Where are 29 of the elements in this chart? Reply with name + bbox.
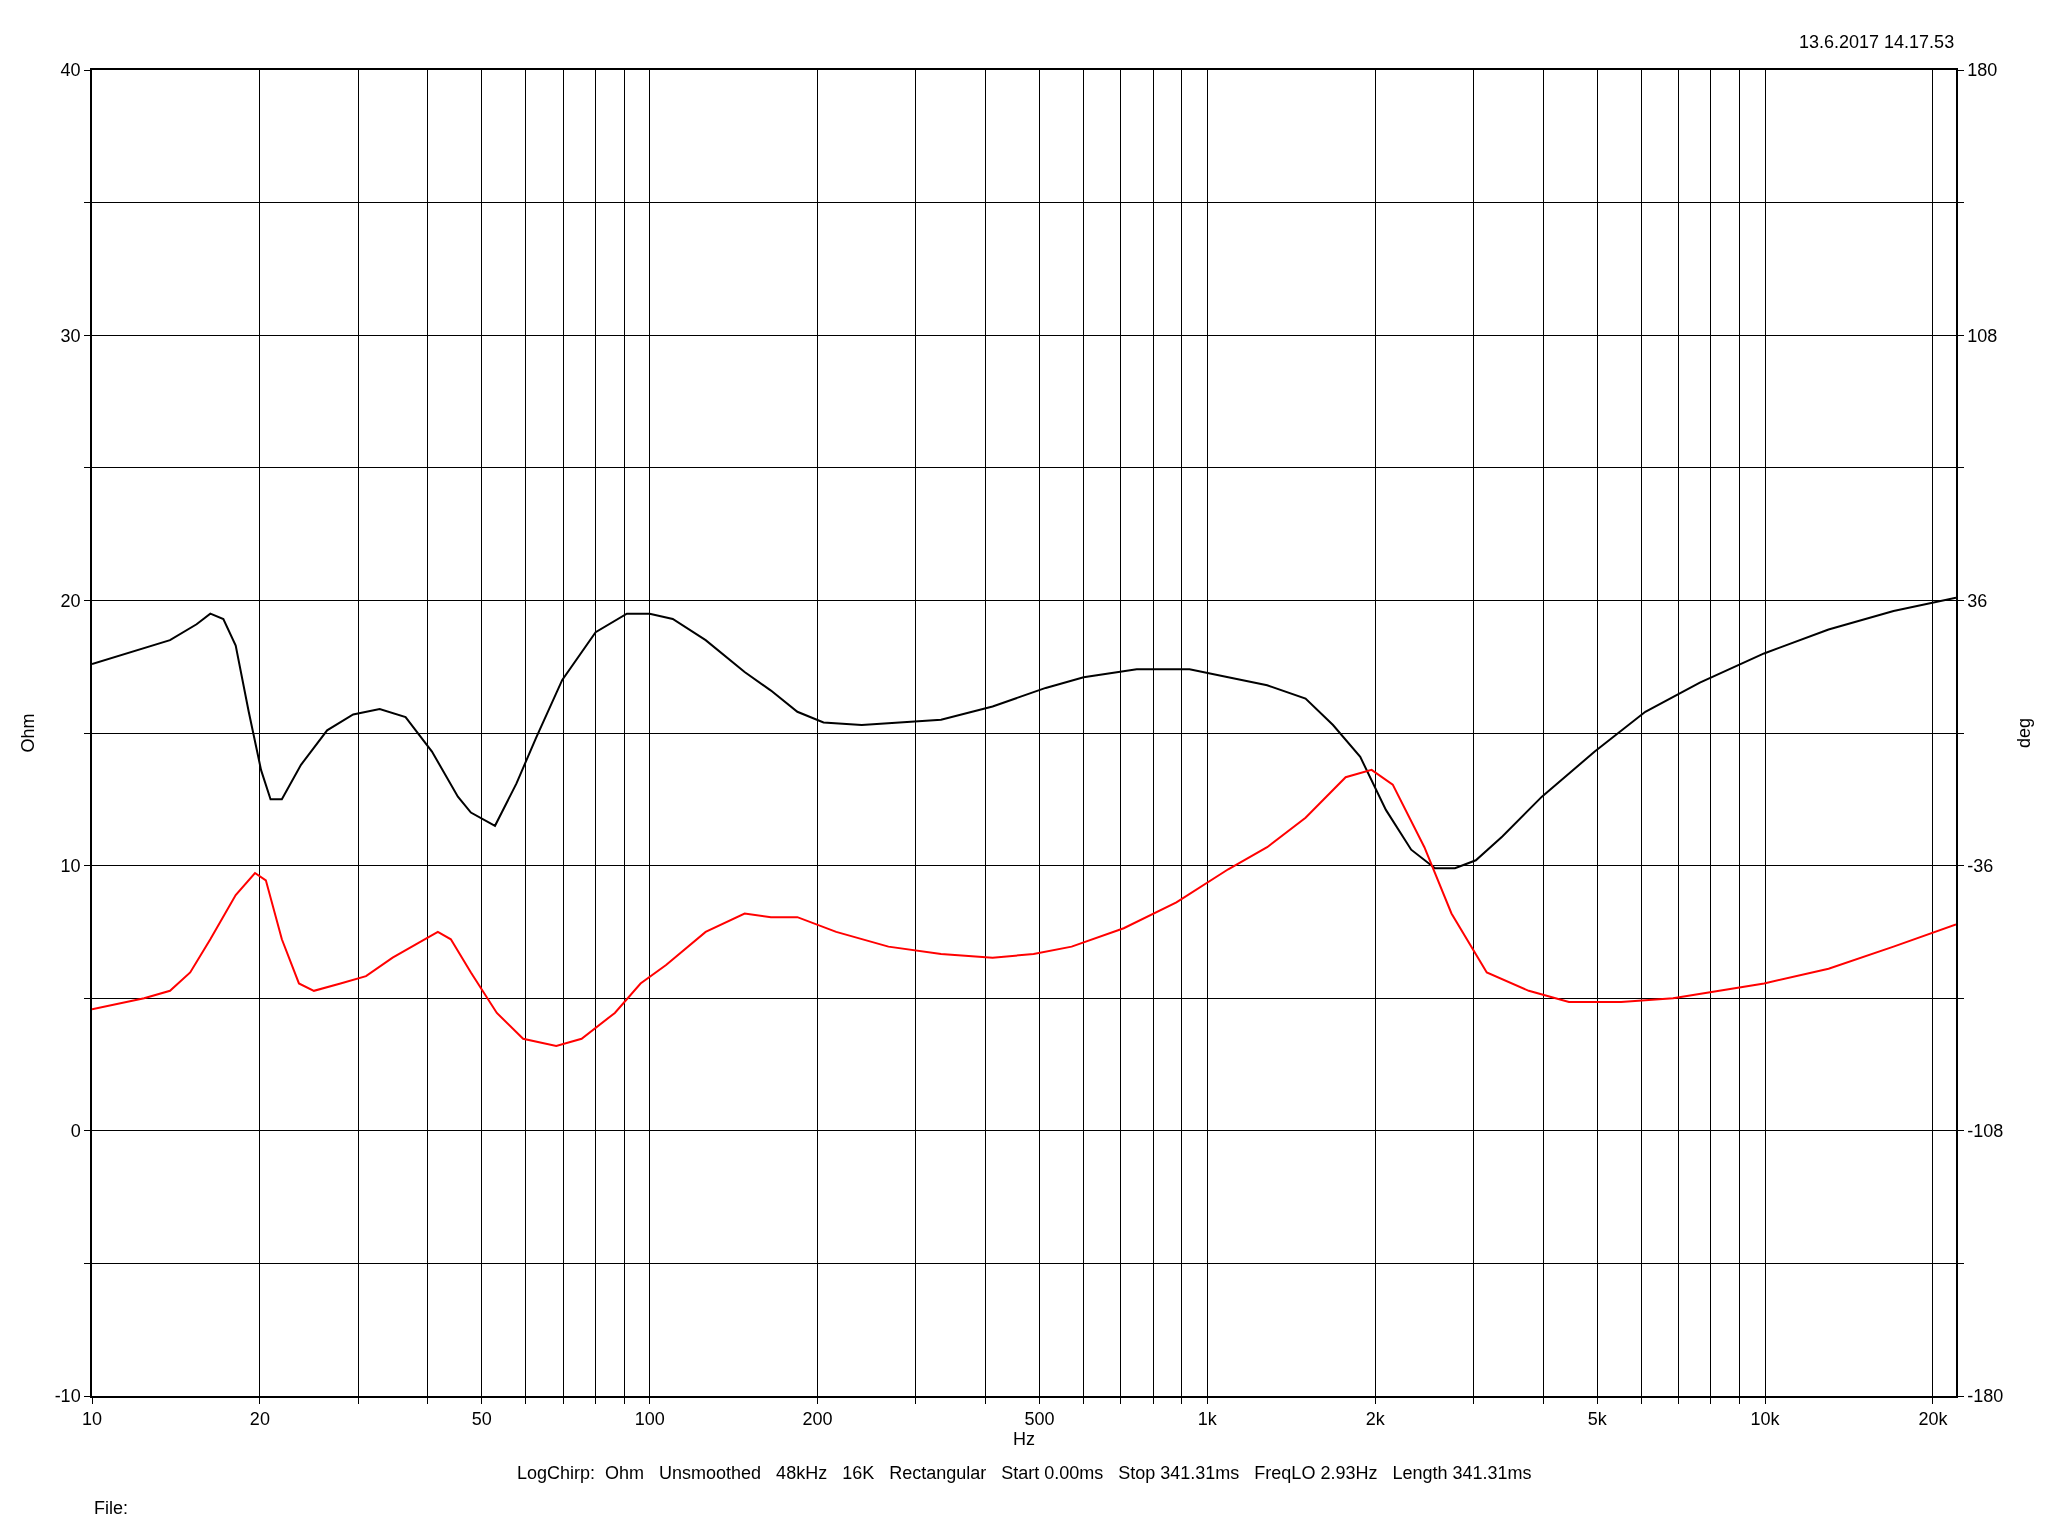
y2-tick-label: -108 — [1967, 1121, 2004, 1142]
y-tick-label: 20 — [60, 590, 81, 611]
x-tick-label: 20k — [1918, 1409, 1949, 1430]
y2-tick-label: 108 — [1967, 325, 1998, 346]
text: File: — [94, 1498, 129, 1518]
x-tick-label: 20 — [249, 1409, 270, 1430]
y-tick-label: -10 — [54, 1386, 81, 1407]
y2-tick-label: 36 — [1967, 590, 1988, 611]
text: LogChirp: Ohm Unsmoothed 48kHz 16K Rectangular Start 0.00ms Stop 341.31ms FreqLO 2.93Hz Length 341.31ms — [517, 1463, 1532, 1483]
y-axis-title: Ohm — [18, 713, 39, 753]
x-tick-label: 1k — [1197, 1409, 1218, 1430]
x-tick-label: 10k — [1750, 1409, 1781, 1430]
y2-tick-label: -180 — [1967, 1386, 2004, 1407]
x-tick-label: 5k — [1587, 1409, 1608, 1430]
x-tick-label: 200 — [802, 1409, 833, 1430]
y-tick-label: 10 — [60, 855, 81, 876]
y2-tick-label: 180 — [1967, 60, 1998, 81]
y-tick-label: 40 — [60, 60, 81, 81]
x-tick-label: 10 — [81, 1409, 103, 1430]
y-tick-label: 0 — [70, 1121, 81, 1142]
y-tick-label: 30 — [60, 325, 81, 346]
x-axis-title: Hz — [1013, 1429, 1035, 1450]
y2-tick-label: -36 — [1967, 855, 1994, 876]
x-tick-label: 50 — [471, 1409, 492, 1430]
x-tick-label: 2k — [1365, 1409, 1386, 1430]
x-tick-label: 100 — [634, 1409, 665, 1430]
y2-axis-title: deg — [2013, 717, 2034, 749]
text: 13.6.2017 14.17.53 — [1799, 32, 1955, 52]
x-tick-label: 500 — [1024, 1409, 1055, 1430]
